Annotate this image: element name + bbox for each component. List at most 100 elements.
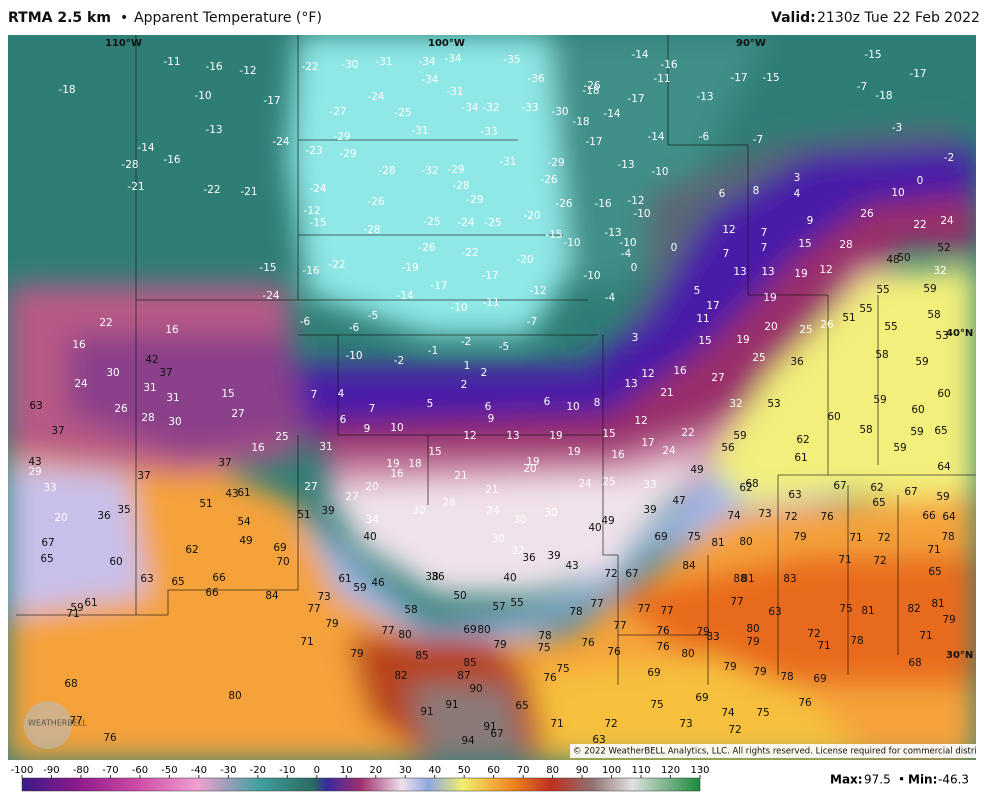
station-value: 3 (632, 332, 639, 344)
colorbar-tick-label: -100 (11, 765, 34, 776)
station-value: -32 (421, 165, 438, 177)
colorbar-tick-label: -70 (102, 765, 118, 776)
station-value: 71 (838, 554, 851, 566)
station-value: 3 (794, 172, 801, 184)
station-value: -10 (583, 270, 600, 282)
colorbar-tick-label: 50 (458, 765, 471, 776)
station-value: 20 (54, 512, 67, 524)
station-value: 82 (907, 603, 920, 615)
station-value: 22 (913, 219, 926, 231)
station-value: 79 (793, 531, 806, 543)
station-value: 59 (910, 426, 923, 438)
station-value: 27 (304, 481, 317, 493)
station-value: 12 (641, 368, 654, 380)
station-value: 65 (171, 576, 184, 588)
station-value: 40 (363, 531, 376, 543)
station-value: -18 (875, 90, 892, 102)
colorbar-tick-label: -60 (132, 765, 148, 776)
station-value: -24 (309, 183, 326, 195)
station-value: 91 (420, 706, 433, 718)
station-value: 19 (794, 268, 807, 280)
station-value: -12 (239, 65, 256, 77)
station-value: 36 (431, 571, 445, 583)
station-value: 20 (523, 463, 536, 475)
station-value: 13 (761, 266, 774, 278)
colorbar-tick-label: -20 (250, 765, 266, 776)
station-value: 6 (544, 396, 551, 408)
station-value: 7 (761, 242, 768, 254)
station-value: 91 (483, 721, 496, 733)
station-value: -29 (547, 157, 564, 169)
station-value: -2 (461, 336, 471, 348)
station-value: -30 (341, 59, 358, 71)
station-value: 15 (602, 428, 615, 440)
copyright-box (570, 744, 976, 758)
station-value: -10 (651, 166, 668, 178)
station-value: -10 (194, 90, 211, 102)
station-value: 6 (719, 188, 726, 200)
station-value: -36 (527, 73, 544, 85)
station-value: 12 (634, 415, 647, 427)
station-value: 29 (28, 466, 41, 478)
station-value: 46 (371, 577, 385, 589)
station-value: 71 (300, 636, 313, 648)
station-value: -28 (378, 165, 395, 177)
station-value: 84 (265, 590, 279, 602)
station-value: 75 (839, 603, 852, 615)
colorbar-tick-label: 70 (517, 765, 530, 776)
station-value: -14 (647, 131, 664, 143)
station-value: 19 (567, 446, 580, 458)
station-value: 67 (625, 568, 638, 580)
station-value: -17 (730, 72, 747, 84)
station-value: -15 (545, 229, 562, 241)
station-value: 58 (927, 309, 940, 321)
station-value: 69 (647, 667, 660, 679)
map: 110°W 100°W 90°W 40°N 30°N WEATHERBELL ©… (8, 35, 976, 760)
station-value: 62 (796, 434, 809, 446)
station-value: -14 (137, 142, 154, 154)
station-value: -20 (516, 254, 533, 266)
station-value: 76 (656, 641, 670, 653)
station-value: 77 (69, 715, 82, 727)
station-value: 19 (736, 334, 749, 346)
station-value: 31 (319, 441, 332, 453)
station-value: 24 (486, 505, 500, 517)
station-value: 78 (850, 635, 863, 647)
station-value: 83 (706, 631, 719, 643)
station-value: 2 (481, 367, 488, 379)
station-value: 87 (457, 670, 470, 682)
colorbar-tick-label: -10 (279, 765, 295, 776)
colorbar-tick-label: 120 (661, 765, 680, 776)
station-value: 38 (425, 571, 438, 583)
station-value: 18 (408, 458, 421, 470)
header: RTMA 2.5 km • Apparent Temperature (°F) … (0, 0, 984, 35)
station-value: 58 (875, 349, 888, 361)
station-value: 49 (601, 515, 614, 527)
station-value: 59 (915, 356, 928, 368)
station-value: 20 (764, 321, 777, 333)
max-value: 97.5 (864, 773, 891, 787)
station-value: -2 (394, 355, 404, 367)
separator: • (120, 10, 129, 26)
station-value: 26 (114, 403, 128, 415)
station-value: 77 (613, 620, 626, 632)
station-value: -10 (633, 208, 650, 220)
station-value: -21 (240, 186, 257, 198)
station-value: -29 (333, 131, 350, 143)
station-value: 24 (74, 378, 88, 390)
station-value: 60 (937, 388, 950, 400)
station-value: 81 (861, 605, 874, 617)
station-value: 63 (768, 606, 781, 618)
station-value: 77 (307, 603, 320, 615)
station-value: 61 (237, 487, 250, 499)
station-value: 55 (510, 597, 523, 609)
station-value: -17 (585, 136, 602, 148)
station-value: -15 (762, 72, 779, 84)
valid-label: Valid: (771, 10, 816, 26)
station-value: 65 (40, 553, 53, 565)
station-value: 39 (547, 550, 560, 562)
station-value: -34 (418, 56, 435, 68)
station-value: 71 (919, 630, 932, 642)
grid-label: 30°N (946, 650, 973, 661)
station-value: 65 (928, 566, 941, 578)
